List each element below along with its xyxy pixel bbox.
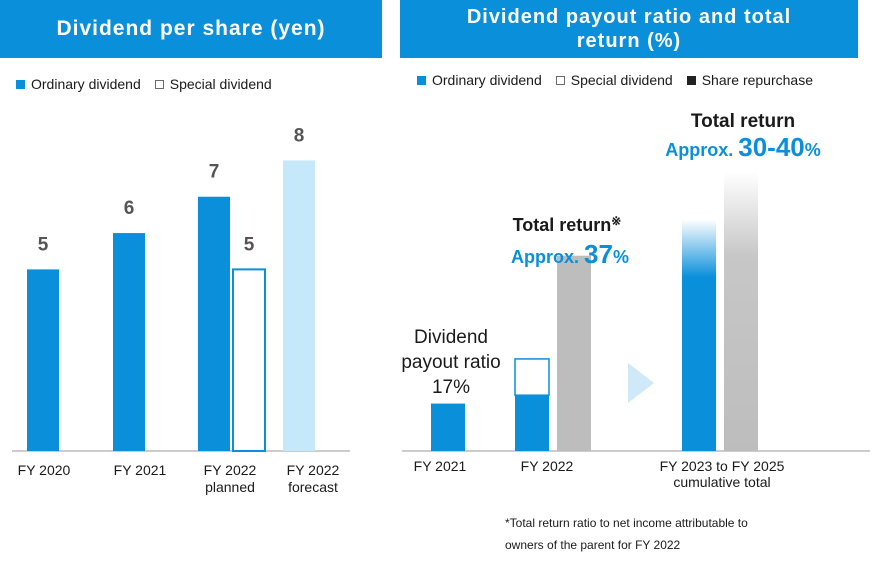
fy2022-total-return-value: Approx. 37% — [511, 239, 629, 269]
right-legend-ordinary: Ordinary dividend — [432, 72, 542, 88]
right-category-label: FY 2022 — [521, 458, 574, 474]
bar-fy-2022-forecast — [283, 160, 315, 451]
left-category-label: FY 2020 — [18, 462, 71, 478]
bar-fy2021-ordinary — [431, 403, 465, 451]
right-category-label: FY 2023 to FY 2025 cumulative total — [660, 458, 785, 490]
left-category-label: FY 2021 — [114, 462, 167, 478]
progress-arrow-icon — [628, 363, 654, 403]
bar-value-label: 7 — [209, 162, 220, 183]
fy2022-total-return-title: Total return※ — [513, 214, 622, 235]
bar-fy2022-ordinary — [515, 395, 549, 451]
special-swatch — [555, 75, 565, 85]
right-legend-special: Special dividend — [570, 72, 673, 88]
payout-ratio-annotation: 17% — [432, 377, 470, 398]
bar-fy-2020 — [27, 269, 59, 451]
bar-value-label: 6 — [124, 198, 135, 219]
bar-fy-2022-planned-special — [232, 268, 266, 452]
bar-value-label: 8 — [294, 125, 305, 146]
ordinary-swatch — [417, 75, 426, 85]
bar-fy-2022-planned — [198, 196, 230, 451]
bar-future-total — [724, 172, 758, 451]
footnote: *Total return ratio to net income attrib… — [505, 516, 748, 552]
left-category-label: FY 2022 forecast — [287, 462, 340, 495]
payout-ratio-title-text: Dividend payout ratio and total return (… — [466, 6, 792, 52]
left-legend-special: Special dividend — [169, 76, 272, 92]
special-swatch — [154, 79, 164, 89]
ordinary-swatch — [16, 79, 25, 89]
payout-ratio-annotation: payout ratio — [401, 352, 500, 373]
future-total-return-value: Approx. 30-40% — [665, 132, 821, 162]
future-total-return-title: Total return — [691, 111, 795, 132]
right-legend-repurchase: Share repurchase — [701, 72, 813, 88]
bar-fy-2021 — [113, 233, 145, 451]
right-legend: Ordinary dividend Special dividend Share… — [417, 72, 813, 88]
dividend-per-share-title: Dividend per share (yen) — [0, 0, 382, 58]
left-legend: Ordinary dividend Special dividend — [16, 76, 272, 92]
right-category-label: FY 2021 — [414, 458, 467, 474]
bar-value-label: 5 — [244, 234, 255, 255]
bar-future-dividend — [682, 219, 716, 451]
payout-ratio-annotation: Dividend — [414, 327, 488, 348]
bar-fy2022-special — [514, 358, 550, 396]
payout-ratio-title: Dividend payout ratio and total return (… — [400, 0, 858, 58]
repurchase-swatch — [686, 75, 696, 85]
bar-fy2022-total — [557, 255, 591, 451]
left-legend-ordinary: Ordinary dividend — [31, 76, 141, 92]
bar-value-label: 5 — [38, 234, 49, 255]
left-category-label: FY 2022 planned — [204, 462, 257, 495]
